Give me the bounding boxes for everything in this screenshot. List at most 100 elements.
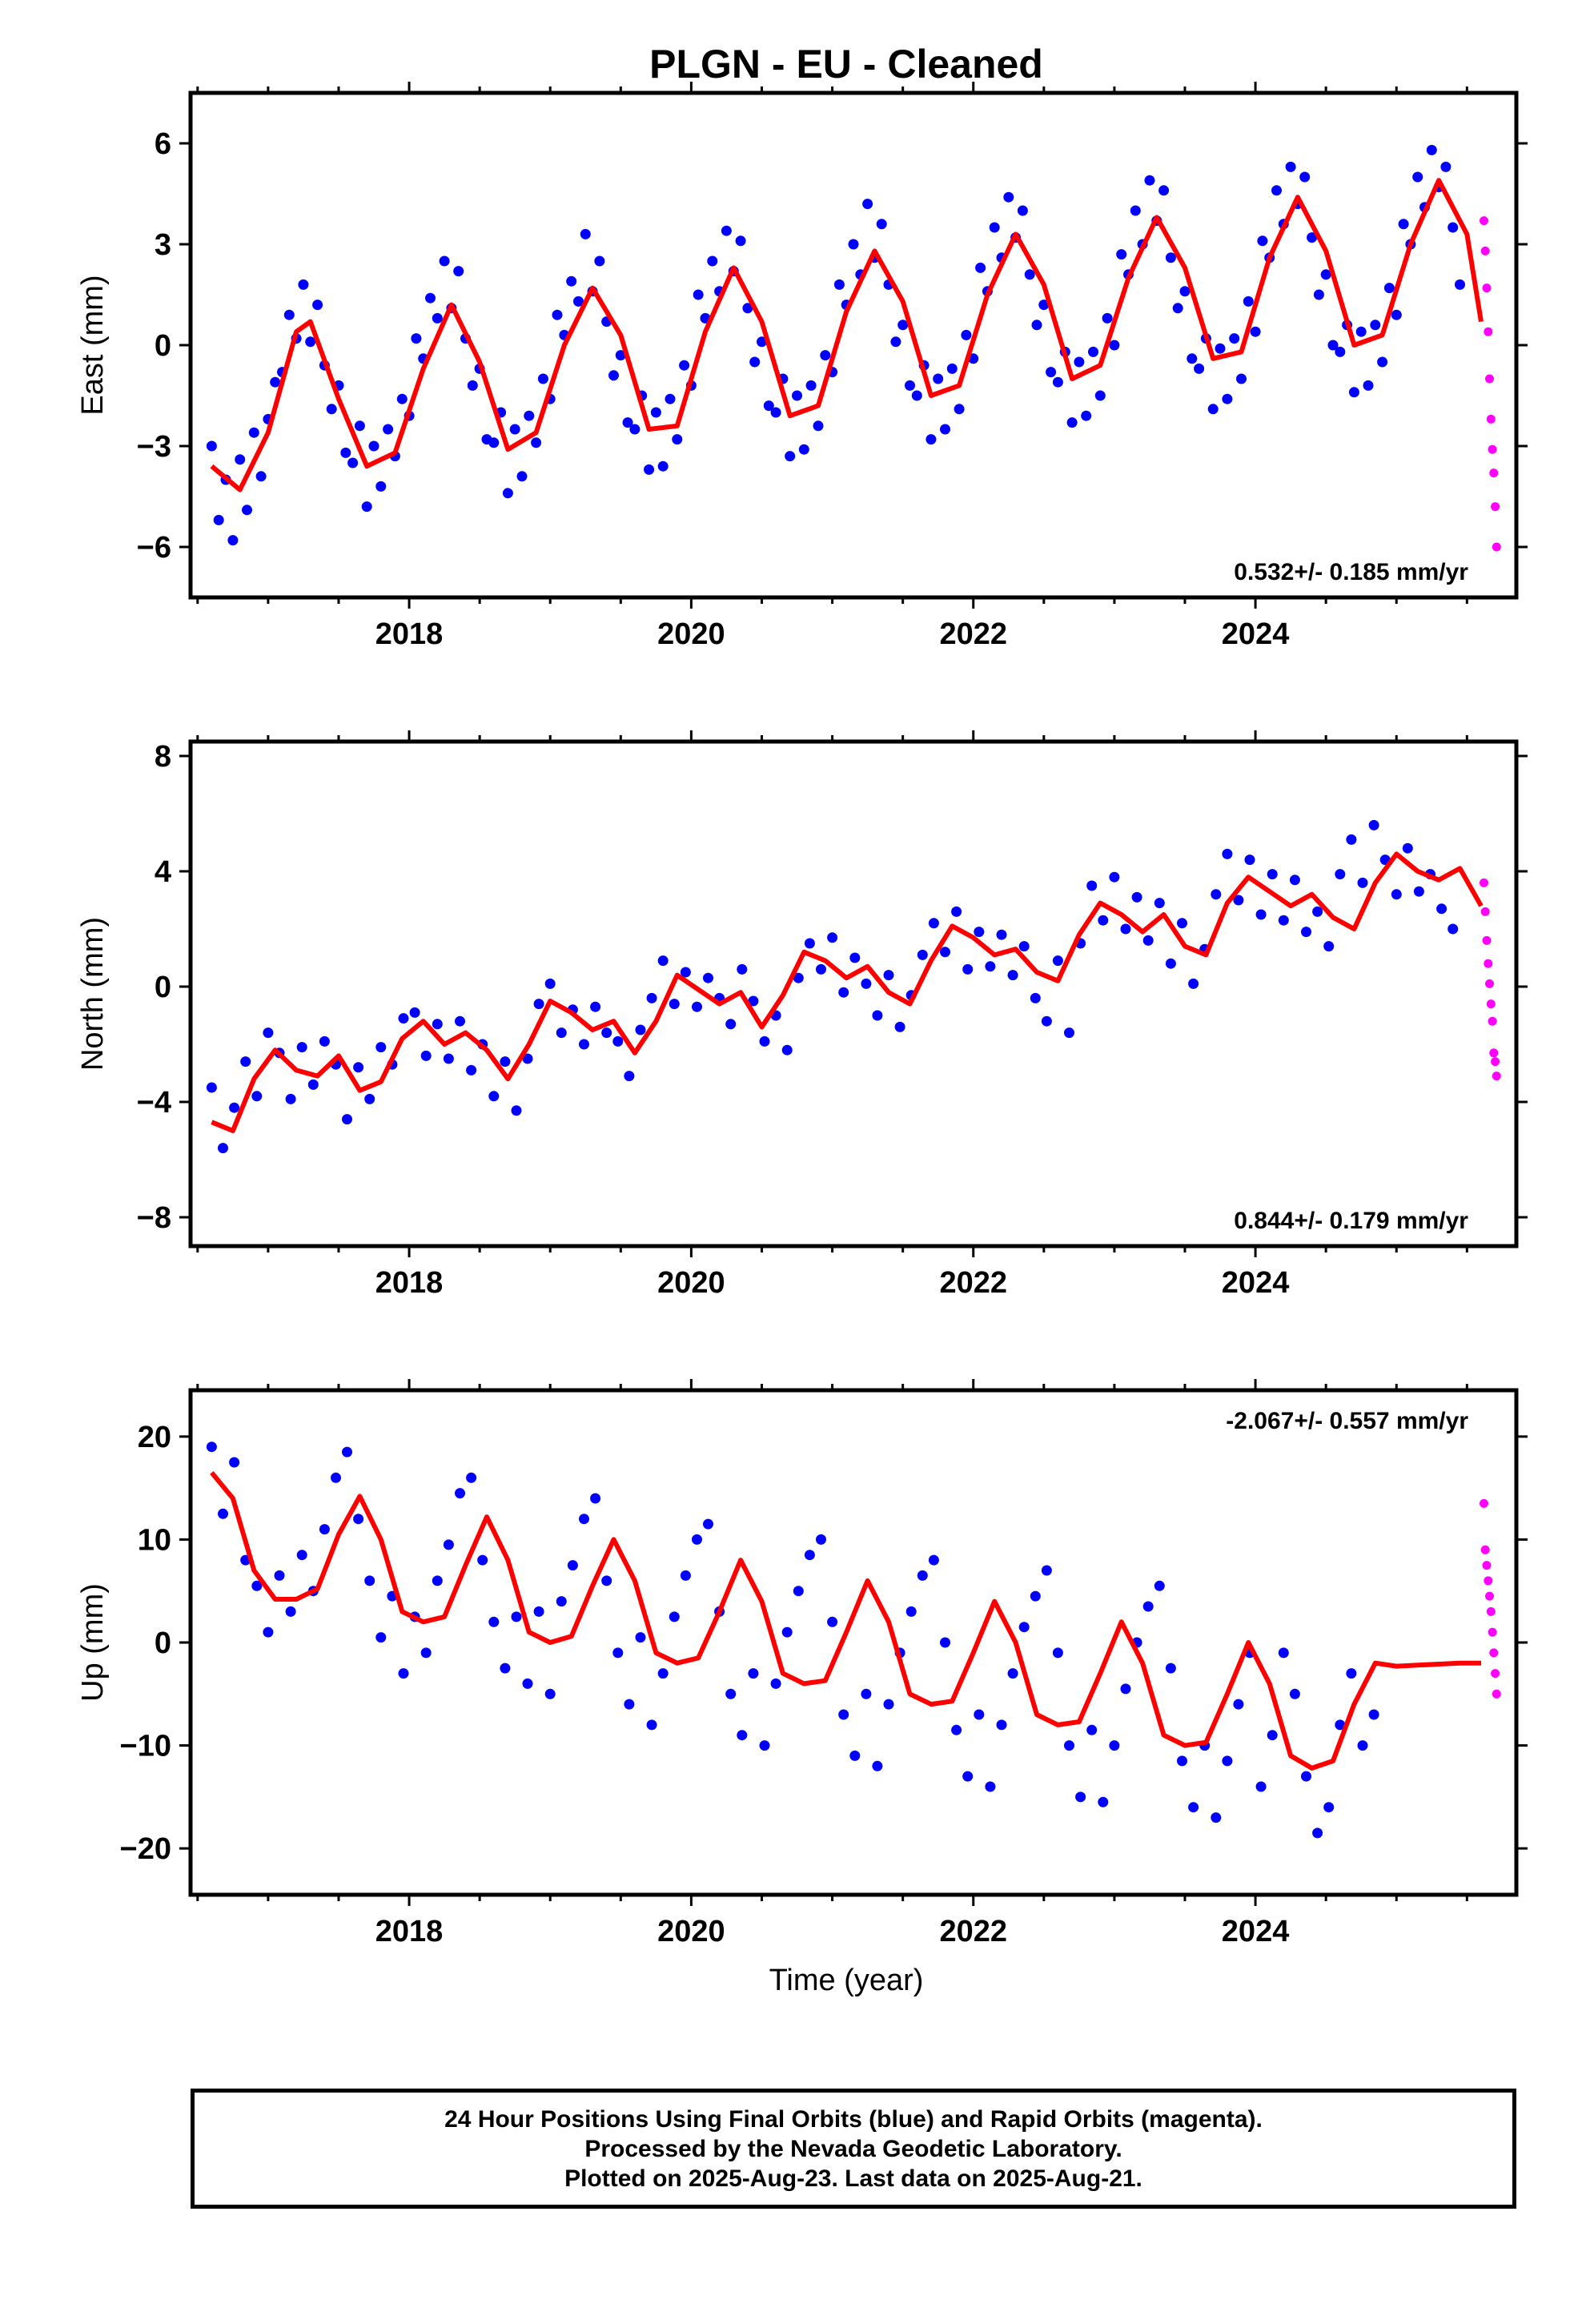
- north-rapid-point: [1485, 979, 1494, 988]
- east-final-point: [672, 434, 683, 445]
- east-final-point: [566, 275, 577, 287]
- north-final-point: [1018, 941, 1030, 952]
- up-final-point: [1030, 1590, 1041, 1602]
- north-final-point: [793, 972, 804, 983]
- east-y-tick-label: −6: [137, 531, 171, 565]
- east-y-tick-label: 6: [155, 127, 171, 161]
- up-final-point: [251, 1580, 263, 1591]
- north-final-point: [1391, 889, 1402, 900]
- east-final-point: [1229, 333, 1240, 344]
- north-final-point: [1007, 970, 1018, 981]
- east-x-tick-label: 2018: [375, 617, 444, 651]
- east-final-point: [516, 471, 528, 482]
- north-final-point: [703, 972, 713, 983]
- north-final-point: [229, 1102, 240, 1113]
- up-final-point: [962, 1771, 974, 1782]
- up-final-point: [522, 1678, 533, 1689]
- footer-line-dates: Plotted on 2025-Aug-23. Last data on 202…: [564, 2165, 1142, 2192]
- east-final-point: [1074, 356, 1085, 368]
- up-final-point: [692, 1534, 702, 1545]
- east-final-point: [1469, 0, 1480, 6]
- up-final-point: [1459, 0, 1469, 6]
- east-y-axis-title: East (mm): [76, 275, 110, 415]
- east-final-point: [1165, 252, 1176, 263]
- east-final-point: [270, 376, 281, 388]
- east-final-point: [911, 390, 922, 401]
- east-model-line: [210, 178, 1484, 493]
- east-final-point: [531, 437, 542, 448]
- east-rapid-point: [1488, 444, 1497, 454]
- up-final-point: [364, 1575, 375, 1586]
- east-final-point: [361, 501, 372, 513]
- up-y-axis-title: Up (mm): [76, 1583, 110, 1702]
- north-final-point: [759, 1035, 770, 1047]
- north-final-point: [1109, 871, 1120, 883]
- east-y-tick-label: 3: [155, 228, 171, 262]
- north-plot-frame: [188, 739, 1519, 1248]
- up-final-point: [533, 1606, 544, 1617]
- east-final-point: [1363, 380, 1374, 391]
- east-final-point: [242, 505, 252, 516]
- north-final-point: [263, 1027, 274, 1039]
- north-final-point: [364, 1093, 375, 1104]
- east-final-point: [312, 300, 323, 311]
- north-final-point: [1447, 923, 1459, 935]
- up-final-point: [229, 1457, 240, 1468]
- up-rapid-point: [1485, 1591, 1494, 1601]
- up-final-point: [342, 1446, 352, 1458]
- north-final-point: [432, 1019, 443, 1030]
- east-final-point: [354, 420, 365, 432]
- east-final-point: [206, 440, 217, 452]
- up-final-point: [917, 1570, 928, 1581]
- up-final-point: [1086, 1724, 1098, 1735]
- north-final-point: [849, 952, 861, 963]
- east-final-point: [785, 451, 796, 462]
- up-final-point: [1075, 1791, 1086, 1803]
- up-final-point: [1447, 0, 1458, 6]
- north-rapid-point: [1491, 1057, 1500, 1067]
- up-rapid-point: [1492, 1689, 1501, 1699]
- north-final-point: [669, 999, 680, 1010]
- north-final-point: [533, 999, 544, 1010]
- east-final-point: [1194, 363, 1205, 374]
- up-rapid-point: [1480, 1545, 1490, 1554]
- up-final-point: [1177, 1755, 1187, 1767]
- east-final-point: [1186, 353, 1198, 364]
- up-y-tick-label: −10: [120, 1730, 171, 1763]
- east-final-point: [1102, 312, 1113, 324]
- east-plot-frame: [188, 90, 1519, 600]
- up-x-tick-label: 2018: [375, 1915, 444, 1948]
- east-final-point: [650, 407, 661, 418]
- east-final-point: [905, 380, 915, 391]
- north-final-point: [500, 1056, 511, 1068]
- east-final-point: [679, 360, 690, 371]
- up-final-point: [680, 1570, 691, 1581]
- east-final-point: [425, 292, 436, 304]
- east-final-point: [1094, 390, 1106, 401]
- north-plot-area: [206, 819, 1501, 1154]
- north-final-point: [1120, 923, 1131, 935]
- east-final-point: [757, 336, 767, 348]
- up-final-point: [1165, 1663, 1176, 1674]
- east-final-point: [1179, 286, 1191, 297]
- east-final-point: [509, 424, 520, 435]
- east-final-point: [749, 356, 761, 368]
- up-final-point: [500, 1663, 511, 1674]
- up-final-point: [1368, 1709, 1379, 1720]
- up-x-tick-label: 2024: [1222, 1915, 1290, 1948]
- up-final-point: [477, 1554, 488, 1566]
- east-final-point: [1017, 205, 1028, 216]
- north-final-point: [940, 947, 950, 958]
- east-final-point: [805, 380, 817, 391]
- up-final-point: [1425, 0, 1435, 6]
- up-final-point: [838, 1709, 849, 1720]
- east-final-point: [644, 464, 655, 475]
- north-rapid-point: [1489, 1048, 1499, 1058]
- north-final-point: [974, 927, 985, 938]
- east-final-point: [432, 312, 443, 324]
- up-final-point: [1380, 0, 1391, 6]
- up-final-point: [804, 1550, 815, 1561]
- north-final-point: [1368, 819, 1379, 830]
- east-final-point: [502, 488, 513, 499]
- up-model-line: [210, 1470, 1481, 1771]
